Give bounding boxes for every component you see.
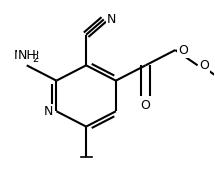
Text: 2: 2 (32, 54, 38, 64)
Text: NH2: NH2 (13, 49, 40, 62)
Text: N: N (43, 105, 53, 118)
Text: N: N (107, 13, 116, 26)
Text: NH: NH (17, 49, 36, 62)
Text: O: O (141, 98, 150, 111)
Text: O: O (200, 59, 209, 72)
Text: O: O (178, 44, 188, 57)
